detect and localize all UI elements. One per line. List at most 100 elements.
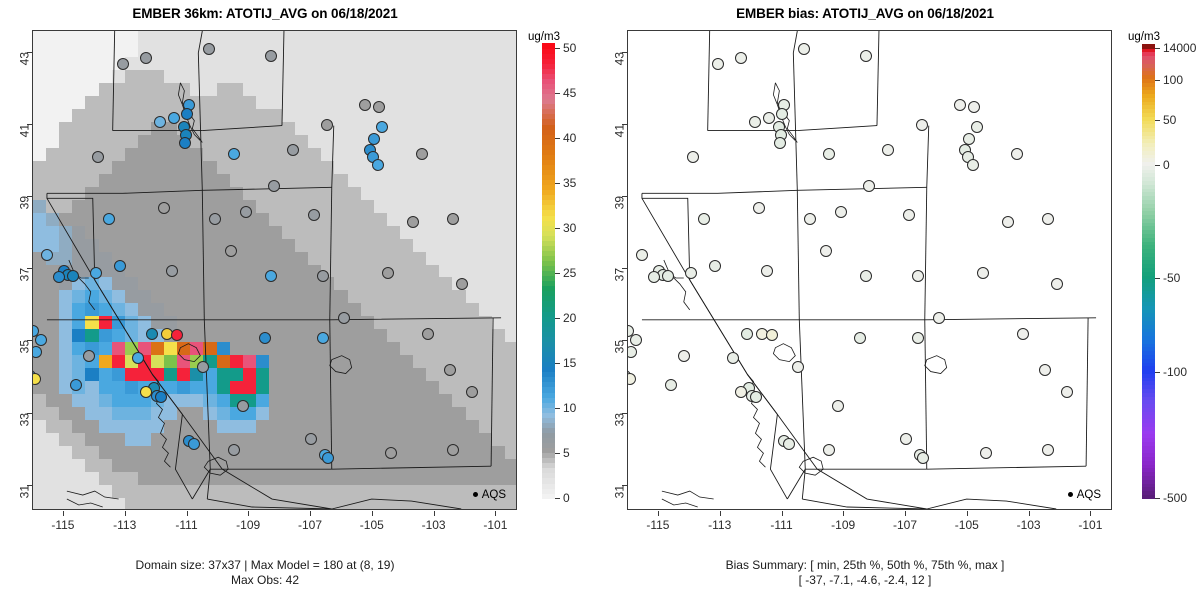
raster-cell bbox=[334, 264, 349, 279]
raster-cell bbox=[46, 108, 60, 123]
raster-cell bbox=[465, 95, 480, 110]
raster-cell bbox=[360, 342, 375, 356]
raster-cell bbox=[255, 225, 270, 240]
aqs-station-marker bbox=[187, 438, 200, 451]
right-colorbar-units: ug/m3 bbox=[1128, 31, 1160, 43]
y-tick-label: 37 bbox=[612, 268, 626, 282]
raster-cell bbox=[373, 199, 388, 214]
raster-cell bbox=[282, 56, 296, 71]
raster-cell bbox=[400, 147, 414, 162]
raster-cell bbox=[33, 56, 47, 71]
raster-cell bbox=[386, 173, 401, 188]
raster-cell bbox=[360, 160, 375, 175]
raster-cell bbox=[150, 134, 165, 149]
raster-cell bbox=[334, 160, 349, 175]
raster-cell bbox=[400, 108, 414, 123]
raster-cell bbox=[216, 355, 231, 369]
raster-cell bbox=[386, 225, 401, 240]
raster-cell bbox=[190, 329, 204, 343]
raster-cell bbox=[308, 82, 322, 97]
raster-cell bbox=[413, 82, 427, 97]
raster-cell bbox=[413, 290, 427, 305]
colorbar-segment bbox=[542, 356, 555, 363]
raster-cell bbox=[190, 381, 204, 395]
raster-cell bbox=[308, 95, 322, 110]
raster-cell bbox=[33, 277, 47, 292]
raster-cell bbox=[98, 303, 113, 317]
raster-cell bbox=[308, 56, 322, 71]
colorbar-segment bbox=[542, 361, 555, 368]
raster-cell bbox=[308, 69, 322, 84]
raster-cell bbox=[216, 264, 231, 279]
raster-cell bbox=[491, 355, 506, 369]
aqs-station-marker bbox=[1060, 385, 1073, 398]
raster-cell bbox=[150, 407, 165, 421]
colorbar-segment bbox=[1142, 274, 1155, 280]
raster-cell bbox=[177, 43, 191, 58]
raster-cell bbox=[98, 407, 113, 421]
raster-cell bbox=[465, 31, 480, 45]
colorbar-segment bbox=[542, 447, 555, 454]
raster-cell bbox=[295, 95, 309, 110]
colorbar-tick-label: 0 bbox=[563, 491, 570, 505]
raster-cell bbox=[98, 95, 113, 110]
aqs-station-marker bbox=[224, 245, 237, 258]
raster-cell bbox=[347, 199, 362, 214]
raster-cell bbox=[282, 173, 296, 188]
raster-cell bbox=[282, 95, 296, 110]
raster-cell bbox=[177, 212, 191, 227]
colorbar-tick-label: 0 bbox=[1163, 158, 1170, 172]
raster-cell bbox=[268, 381, 283, 395]
raster-cell bbox=[111, 147, 126, 162]
colorbar-tick-label: 35 bbox=[563, 176, 577, 190]
raster-cell bbox=[150, 342, 165, 356]
raster-cell bbox=[216, 173, 231, 188]
left-map-boundaries bbox=[33, 31, 516, 509]
raster-cell bbox=[190, 394, 204, 408]
raster-cell bbox=[150, 251, 165, 266]
raster-cell bbox=[360, 43, 375, 58]
raster-cell bbox=[386, 56, 401, 71]
aqs-station-marker bbox=[677, 349, 690, 362]
raster-cell bbox=[360, 186, 375, 201]
raster-cell bbox=[478, 238, 493, 253]
raster-cell bbox=[216, 82, 231, 97]
raster-cell bbox=[216, 160, 231, 175]
raster-cell bbox=[452, 69, 467, 84]
raster-cell bbox=[347, 160, 362, 175]
raster-cell bbox=[360, 394, 375, 408]
colorbar-segment bbox=[1142, 138, 1155, 144]
raster-cell bbox=[413, 303, 427, 317]
raster-cell bbox=[268, 69, 283, 84]
raster-cell bbox=[190, 407, 204, 421]
raster-cell bbox=[255, 303, 270, 317]
raster-cell bbox=[426, 108, 440, 123]
raster-cell bbox=[321, 95, 336, 110]
raster-cell bbox=[85, 394, 100, 408]
raster-cell bbox=[426, 277, 440, 292]
raster-cell bbox=[491, 69, 506, 84]
raster-cell bbox=[439, 31, 454, 45]
raster-cell bbox=[321, 147, 336, 162]
raster-cell bbox=[504, 251, 516, 266]
raster-cell bbox=[282, 264, 296, 279]
raster-cell bbox=[465, 251, 480, 266]
raster-cell bbox=[491, 173, 506, 188]
raster-cell bbox=[360, 290, 375, 305]
colorbar-segment bbox=[1142, 433, 1155, 439]
colorbar-segment bbox=[1142, 108, 1155, 113]
raster-cell bbox=[413, 173, 427, 188]
raster-cell bbox=[203, 342, 218, 356]
colorbar-segment bbox=[542, 235, 555, 241]
x-tick bbox=[433, 511, 435, 516]
aqs-station-marker bbox=[954, 99, 967, 111]
raster-cell bbox=[59, 134, 73, 149]
raster-cell bbox=[229, 108, 244, 123]
raster-cell bbox=[255, 381, 270, 395]
raster-cell bbox=[98, 394, 113, 408]
raster-cell bbox=[465, 82, 480, 97]
raster-cell bbox=[268, 82, 283, 97]
raster-cell bbox=[334, 82, 349, 97]
raster-cell bbox=[242, 82, 257, 97]
raster-cell bbox=[255, 368, 270, 382]
